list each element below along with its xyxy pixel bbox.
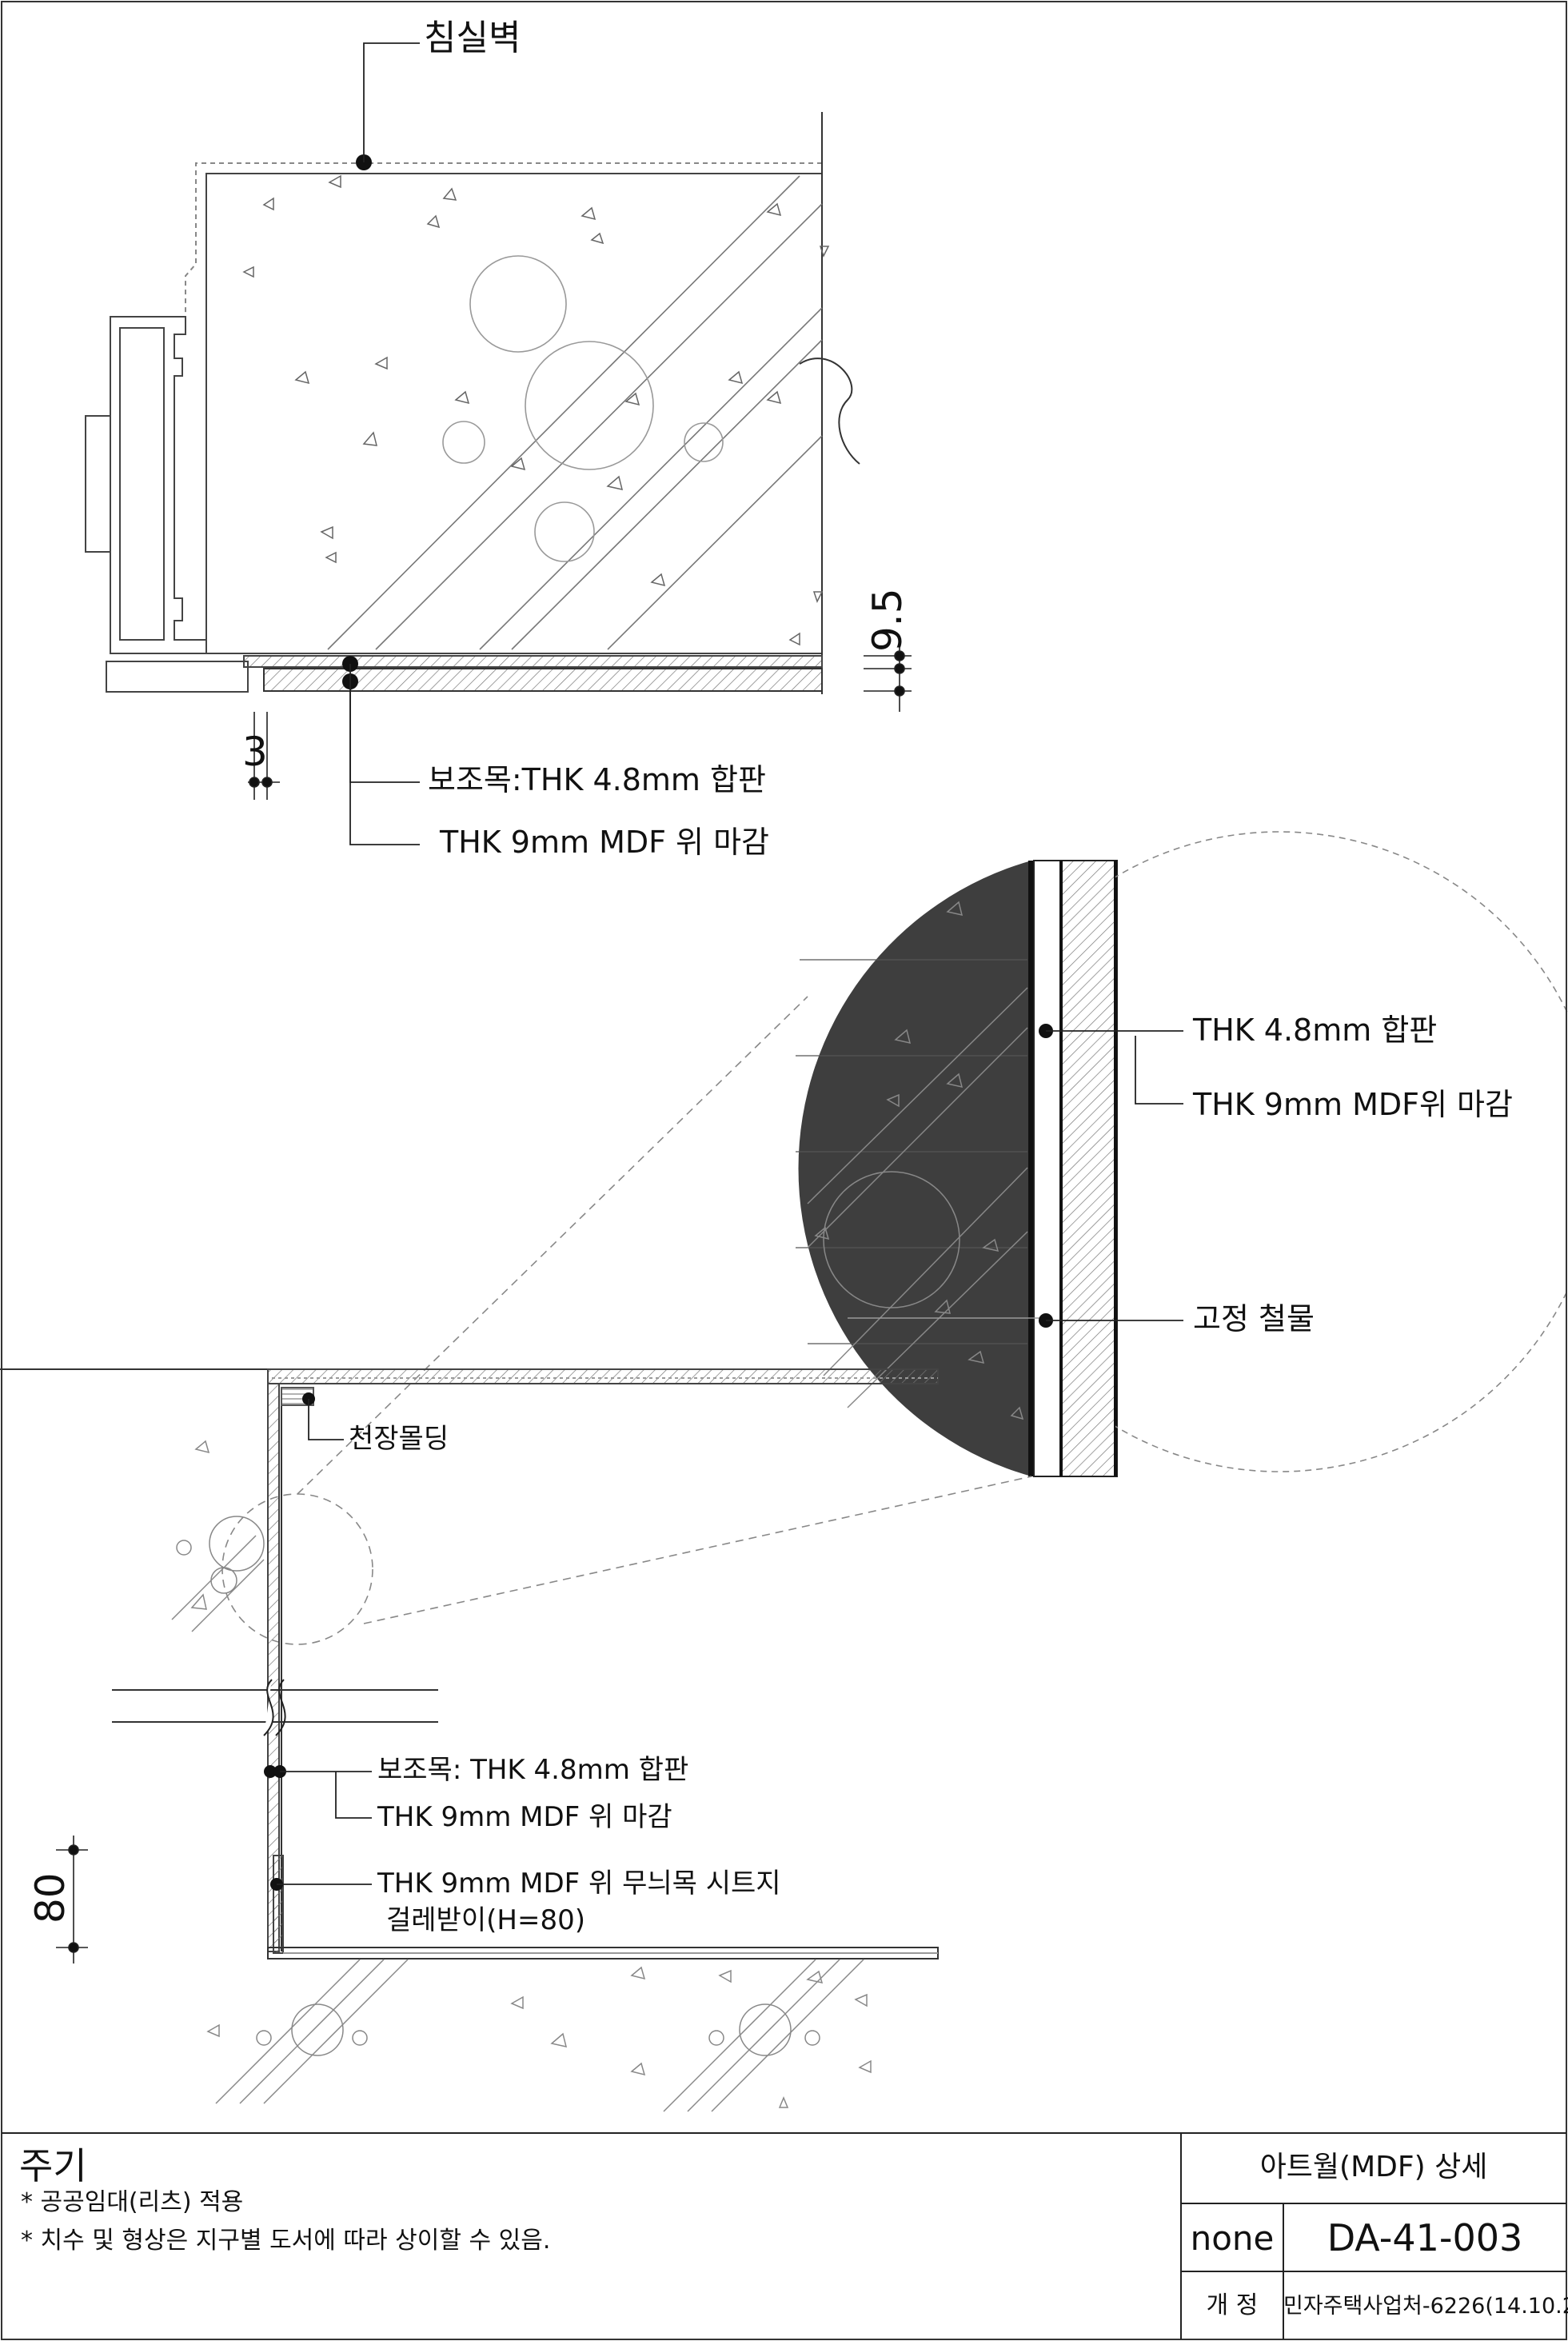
dimension-3: 3 [242,729,268,775]
bottom-section-detail [0,1368,939,2112]
baseboard-label-line2: 걸레받이(H=80) [386,1904,585,1936]
top-dimension-marks [248,640,912,800]
top-plan-detail [85,112,860,694]
ceiling-molding-label: 천장몰딩 [349,1423,449,1455]
drawing-number: DA-41-003 [1327,2216,1523,2259]
drawing-title: 아트월(MDF) 상세 [1259,2151,1488,2183]
bottom-dimension-marks [56,1836,88,1963]
baseboard-label-line1: THK 9mm MDF 위 무늬목 시트지 [377,1868,781,1900]
notes-title: 주기 [19,2144,87,2187]
dimension-9-5: 9.5 [864,588,911,652]
note-item-2: * 치수 및 형상은 지구별 도서에 따라 상이할 수 있음. [21,2227,551,2255]
bottom-mdf-finish-label: THK 9mm MDF 위 마감 [377,1801,672,1833]
detail-plywood-label: THK 4.8mm 합판 [1193,1013,1438,1048]
revision-value: 민자주택사업처-6226(14.10.27) [1283,2294,1568,2319]
top-sub-batten-label: 보조목:THK 4.8mm 합판 [428,762,766,797]
bottom-sub-batten-label: 보조목: THK 4.8mm 합판 [377,1754,689,1786]
top-mdf-finish-label: THK 9mm MDF 위 마감 [440,825,770,860]
enlarged-circle-detail [796,831,1568,1477]
bedroom-wall-label: 침실벽 [424,18,521,58]
note-item-1: * 공공임대(리츠) 적용 [21,2188,244,2216]
detail-hardware-label: 고정 철물 [1193,1301,1315,1336]
revision-label: 개 정 [1206,2291,1259,2319]
top-leaders [342,42,420,845]
dimension-80: 80 [27,1872,74,1924]
scale-value: none [1190,2219,1275,2258]
detail-mdf-finish-label: THK 9mm MDF위 마감 [1193,1087,1513,1122]
bottom-leaders [264,1392,372,1891]
